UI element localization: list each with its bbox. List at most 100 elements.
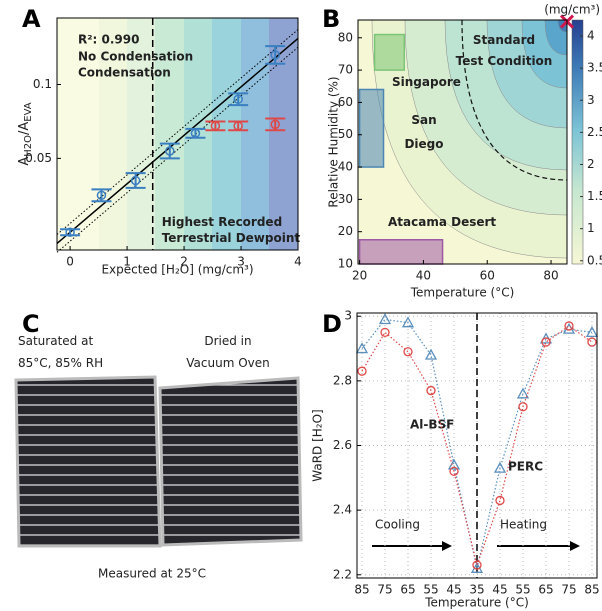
y-label-part: /A <box>17 122 32 135</box>
y-tick-label: 0.1 <box>33 77 52 91</box>
y-tick-label: 0.05 <box>25 151 52 165</box>
y-tick-label: 2.8 <box>333 373 352 387</box>
x-tick-label: 3 <box>237 255 245 269</box>
y-tick-label: 2.6 <box>333 438 352 452</box>
y-tick-label: 2.2 <box>333 567 352 581</box>
error-bar <box>60 228 81 237</box>
y-label-part: H2O <box>23 135 34 157</box>
plot-frame <box>56 17 299 251</box>
y-tick-label: 20 <box>338 224 353 238</box>
data-point <box>357 366 367 376</box>
region <box>358 239 444 265</box>
panel-letter: A <box>22 5 41 33</box>
label: Standard Test Condition <box>456 33 553 68</box>
label-line: Diego <box>404 137 443 151</box>
region <box>373 33 406 71</box>
label-line: San <box>411 113 436 127</box>
fit-line <box>56 37 299 244</box>
arrow <box>372 541 580 551</box>
data-point <box>495 495 505 506</box>
data-point <box>233 94 243 105</box>
error-bar <box>265 45 286 65</box>
colorbar-tick-label: 3 <box>587 93 595 107</box>
label-line: Terrestrial Dewpoint <box>162 231 301 245</box>
data-point <box>65 227 75 238</box>
colorbar-tick-label: 0.5 <box>587 253 602 267</box>
band-background <box>57 18 298 250</box>
annotation: Heating <box>500 518 547 532</box>
label-line: Singapore <box>392 75 461 89</box>
data-point <box>378 313 392 325</box>
data-point <box>424 348 438 360</box>
colorbar-label: (mg/cm³) <box>544 3 600 17</box>
x-axis-label: Expected [H₂O] (mg/cm³) <box>101 263 253 277</box>
data-point <box>130 175 141 186</box>
data-point <box>233 121 243 131</box>
annotation: Cooling <box>375 518 420 532</box>
label: Atacama Desert <box>388 215 496 229</box>
colorbar-tick-label: 2 <box>587 157 595 171</box>
data-point <box>516 387 530 399</box>
colorbar <box>571 19 584 265</box>
data-point <box>270 119 280 130</box>
data-point <box>401 316 415 328</box>
x-tick-label: 20 <box>352 269 367 283</box>
y-tick-label: 50 <box>338 127 353 141</box>
y-tick-label: 30 <box>338 192 353 206</box>
label-line: Vacuum Oven <box>186 356 269 370</box>
data-point <box>210 121 221 131</box>
data-point <box>493 461 507 473</box>
label: San Diego <box>404 113 443 151</box>
y-label-part: EVA <box>23 102 34 122</box>
x-tick-label: 45 <box>492 583 507 597</box>
panel-letter: C <box>22 310 40 338</box>
data-point <box>403 347 413 357</box>
error-bar <box>159 142 180 160</box>
plot-frame <box>357 19 568 265</box>
y-tick-label: 3 <box>344 309 352 323</box>
series-line <box>361 318 593 569</box>
data-point <box>96 190 107 201</box>
label: Singapore <box>392 75 461 89</box>
colorbar-tick-label: 3.5 <box>587 61 602 75</box>
data-point <box>518 402 528 412</box>
x-tick-label: 60 <box>480 269 495 283</box>
data-point <box>585 326 599 338</box>
region <box>358 88 385 168</box>
error-bar <box>125 172 146 189</box>
x-tick-label: 45 <box>446 583 461 597</box>
x-tick-label: 75 <box>377 583 392 597</box>
x-axis-label: Temperature (°C) <box>410 286 515 300</box>
series-line <box>361 325 593 568</box>
label-line: Standard <box>473 33 535 47</box>
r2-label: R²: 0.990 <box>78 33 139 47</box>
data-point <box>541 337 551 347</box>
y-axis-label: AH2O/AEVA <box>17 102 35 165</box>
data-point <box>190 128 201 139</box>
label: Saturated at 85°C, 85% RH <box>18 334 103 370</box>
x-tick-label: 55 <box>423 583 438 597</box>
label-line: Atacama Desert <box>388 215 496 229</box>
colorbar-tick-label: 4 <box>587 29 595 43</box>
footer-caption: Measured at 25°C <box>98 567 206 581</box>
data-point <box>270 50 280 60</box>
y-tick-label: 2.4 <box>333 503 352 517</box>
x-tick-label: 85 <box>584 583 599 597</box>
colorbar-tick-label: 2.5 <box>587 125 602 139</box>
x-tick-label: 4 <box>294 255 302 269</box>
photo <box>14 375 303 548</box>
data-point <box>564 321 574 331</box>
y-tick-label: 40 <box>338 160 353 174</box>
y-tick-label: 10 <box>338 257 353 271</box>
y-tick-label: 70 <box>338 63 353 77</box>
y-tick-label: 80 <box>338 30 353 44</box>
y-tick-label: 60 <box>338 95 353 109</box>
x-tick-label: 2 <box>180 255 188 269</box>
x-tick-label: 65 <box>538 583 553 597</box>
x-tick-label: 85 <box>354 583 369 597</box>
x-tick-label: 0 <box>66 255 74 269</box>
data-point <box>426 385 436 396</box>
colorbar-tick-label: 1 <box>587 221 595 235</box>
x-tick-label: 35 <box>469 583 484 597</box>
